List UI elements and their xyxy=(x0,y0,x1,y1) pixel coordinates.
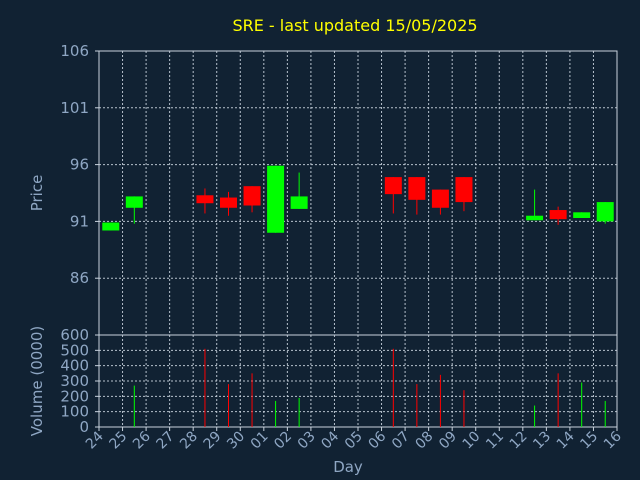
volume-tick-label: 0 xyxy=(79,418,89,436)
x-tick-label: 26 xyxy=(130,428,154,452)
candle-body xyxy=(408,177,426,200)
x-tick-label: 08 xyxy=(413,429,437,453)
candle xyxy=(455,177,473,212)
candle xyxy=(526,189,544,221)
volume-tick-label: 400 xyxy=(60,357,89,375)
candle xyxy=(290,172,308,209)
candle xyxy=(549,206,567,225)
candle-body xyxy=(102,222,120,231)
x-tick-label: 27 xyxy=(154,429,178,453)
x-tick-label: 03 xyxy=(295,429,319,453)
volume-bars xyxy=(133,348,606,427)
x-tick-label: 01 xyxy=(248,429,272,453)
candle xyxy=(573,212,591,218)
price-tick-label: 106 xyxy=(60,42,89,60)
x-tick-label: 29 xyxy=(201,429,225,453)
candle-body xyxy=(573,212,591,218)
volume-tick-label: 100 xyxy=(60,403,89,421)
candle xyxy=(102,222,120,231)
volume-tick-label: 300 xyxy=(60,372,89,390)
x-tick-label: 13 xyxy=(530,429,554,453)
candle-body xyxy=(290,196,308,209)
x-tick-label: 07 xyxy=(389,429,413,453)
candle-body xyxy=(220,197,237,208)
x-tick-label: 14 xyxy=(554,428,578,452)
candles xyxy=(102,165,614,233)
x-tick-label: 30 xyxy=(224,429,248,453)
volume-tick-label: 600 xyxy=(60,326,89,344)
candle-body xyxy=(596,202,614,222)
candle xyxy=(384,177,402,214)
candle-body xyxy=(526,215,544,221)
volume-axis-label: Volume (0000) xyxy=(28,326,46,436)
x-tick-label: 09 xyxy=(436,429,460,453)
x-ticks: 24 25 26 27 28 29 30 01 02 03 04 05 06 07 08 09 10 11 12 13… xyxy=(83,427,625,452)
price-tick-label: 91 xyxy=(70,212,89,230)
price-tick-label: 101 xyxy=(60,99,89,117)
candle-body xyxy=(125,196,143,208)
x-tick-label: 11 xyxy=(483,429,507,453)
volume-grid xyxy=(99,335,617,427)
x-axis-label: Day xyxy=(333,458,363,476)
candle xyxy=(125,196,143,224)
candle xyxy=(408,177,426,215)
x-tick-label: 04 xyxy=(318,428,342,452)
candle-body xyxy=(243,186,261,206)
price-axis-label: Price xyxy=(28,175,46,212)
price-y-ticks: 86 91 96 101 106 xyxy=(60,42,99,287)
x-tick-label: 10 xyxy=(460,429,484,453)
price-grid xyxy=(99,51,617,335)
candle xyxy=(220,191,237,216)
volume-tick-label: 500 xyxy=(60,341,89,359)
volume-tick-label: 200 xyxy=(60,387,89,405)
chart-title: SRE - last updated 15/05/2025 xyxy=(232,16,477,35)
candle-body xyxy=(431,189,449,208)
x-tick-label: 28 xyxy=(177,429,201,453)
candle xyxy=(596,202,614,224)
price-tick-label: 86 xyxy=(70,269,89,287)
candle-body xyxy=(196,195,214,204)
candle xyxy=(267,165,285,233)
x-tick-label: 25 xyxy=(106,429,130,453)
candle-body xyxy=(384,177,402,195)
candle-body xyxy=(267,165,285,233)
candle xyxy=(243,186,261,213)
x-tick-label: 15 xyxy=(577,429,601,453)
x-tick-label: 12 xyxy=(507,429,531,453)
candle-body xyxy=(455,177,473,203)
candle xyxy=(431,189,449,215)
x-tick-label: 16 xyxy=(601,428,625,452)
candle-body xyxy=(549,210,567,220)
candle xyxy=(196,188,214,214)
x-tick-label: 05 xyxy=(342,429,366,453)
price-tick-label: 96 xyxy=(70,156,89,174)
x-tick-label: 02 xyxy=(271,429,295,453)
x-tick-label: 06 xyxy=(365,428,389,452)
